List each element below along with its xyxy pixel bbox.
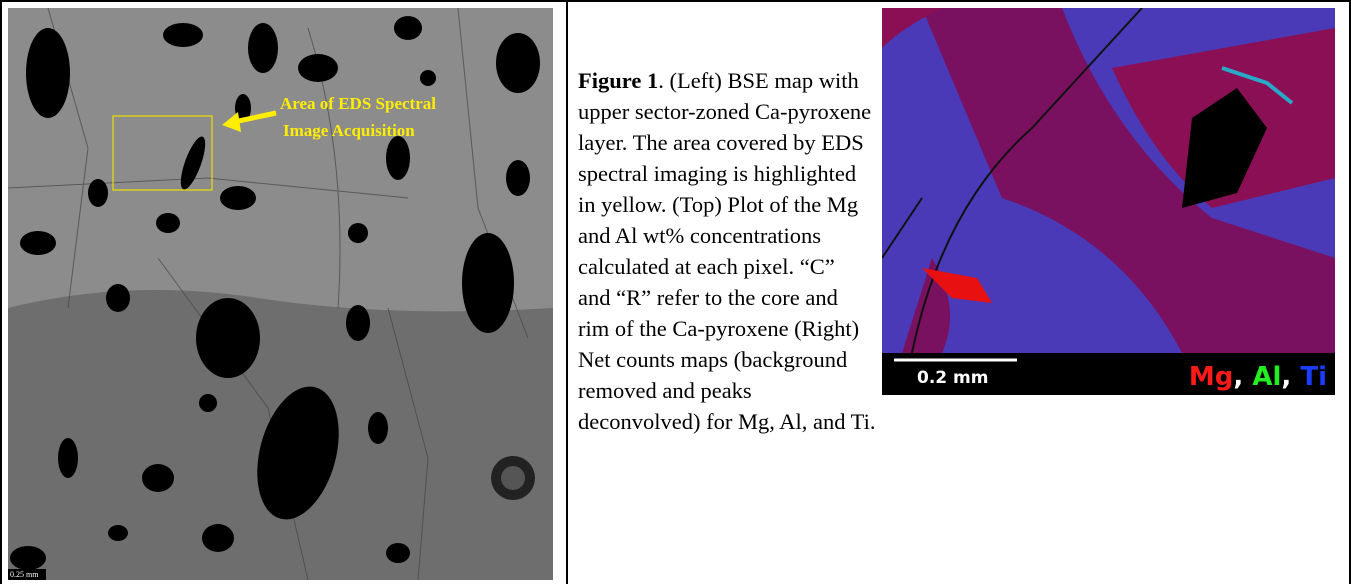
legend-item: Ti [1300,362,1327,392]
caption-text: . (Left) BSE map with upper sector-zoned… [578,68,876,434]
legend-item: Mg [1189,362,1233,392]
annotation: Area of EDS Spectral [280,94,436,113]
legend-item: Al [1252,362,1281,392]
eds-map: 0.2 mm Mg, Al, Ti [882,8,1335,395]
legend-separator: , [1233,362,1243,392]
scale-label: 0.25 mm [10,570,39,579]
bse-map: Area of EDS Spectral Image Acquisition 0… [8,8,553,580]
legend: Mg, Al, Ti [1189,362,1327,392]
caption-label: Figure 1 [578,68,658,93]
legend-separator: , [1281,362,1291,392]
cell-divider [566,0,568,584]
scale-label: 0.2 mm [917,368,988,388]
annotation: Image Acquisition [283,121,415,140]
caption-cell: 0.2 mm Mg, Al, Ti Figure 1. (Left) BSE m… [578,8,1335,437]
page: Area of EDS Spectral Image Acquisition 0… [0,0,1351,584]
